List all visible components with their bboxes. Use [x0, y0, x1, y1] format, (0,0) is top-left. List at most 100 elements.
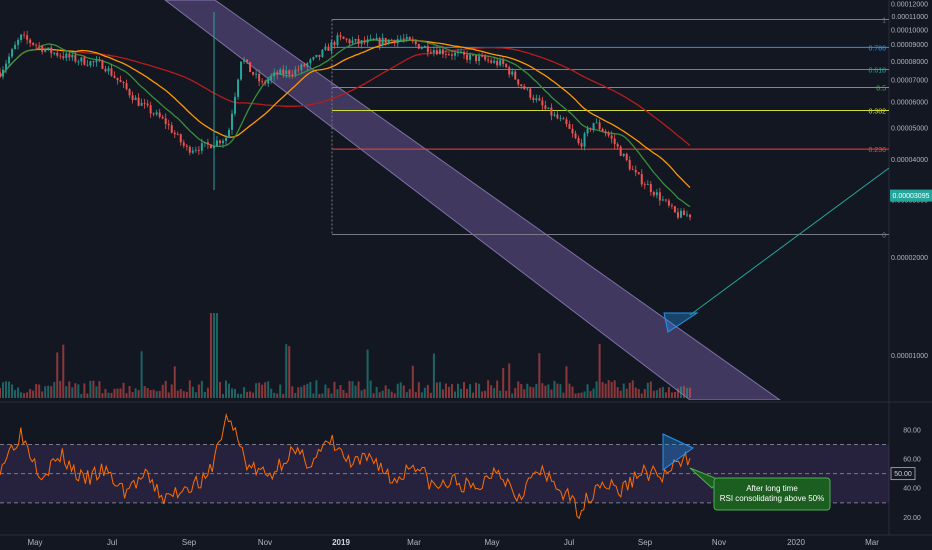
candle-body [547, 107, 550, 109]
volume-bar [562, 392, 565, 398]
volume-bar [469, 384, 472, 398]
candle-body [53, 52, 56, 54]
volume-bar [689, 387, 691, 398]
price-axis-tick: 0.00009000 [891, 42, 928, 49]
volume-bar [387, 389, 390, 398]
volume-bar [342, 389, 345, 398]
volume-bar [62, 344, 65, 398]
candle-body [288, 70, 291, 75]
candle-body [258, 73, 261, 82]
candle-body [685, 214, 688, 216]
candle-body [152, 113, 155, 115]
candle-body [568, 124, 571, 129]
candle-body [670, 205, 673, 207]
candle-body [56, 52, 59, 56]
volume-bar [399, 382, 402, 398]
volume-bar [146, 388, 149, 398]
candle-body [628, 160, 631, 170]
volume-bar [2, 382, 5, 398]
volume-bar [17, 387, 20, 398]
volume-bar [209, 313, 212, 398]
candle-body [592, 122, 595, 130]
candle-body [565, 119, 568, 125]
candle-body [140, 103, 143, 106]
volume-bar [164, 380, 167, 398]
volume-bar [529, 386, 532, 398]
candle-body [348, 39, 351, 44]
candle-body [86, 64, 89, 66]
volume-bar [279, 384, 282, 398]
volume-bar [137, 390, 140, 398]
price-axis-tick: 0.00004000 [891, 157, 928, 164]
annotation-line: RSI consolidating above 50% [720, 494, 825, 503]
candle-body [619, 146, 622, 156]
volume-bar [74, 383, 77, 398]
candle-body [23, 34, 26, 36]
candle-body [282, 69, 285, 75]
volume-bar [330, 393, 333, 398]
volume-bar [532, 387, 535, 398]
volume-bar [300, 386, 303, 398]
volume-bar [550, 389, 553, 398]
candle-body [529, 88, 532, 98]
volume-bar [396, 383, 399, 398]
candle-body [155, 112, 158, 115]
candle-body [583, 133, 586, 147]
volume-bar [622, 383, 625, 398]
volume-bar [610, 382, 613, 398]
candle-body [649, 184, 652, 193]
candle-body [224, 137, 227, 141]
volume-bar [324, 384, 327, 398]
candle-body [149, 105, 152, 114]
candle-body [607, 133, 610, 136]
rsi-pane[interactable] [0, 405, 889, 535]
price-axis-tick: 0.00011000 [892, 14, 929, 21]
volume-bar [77, 384, 80, 398]
candle-body [676, 212, 679, 218]
candle-body [182, 142, 185, 146]
volume-bar [502, 368, 505, 398]
candle-body [475, 55, 478, 62]
candle-body [586, 128, 589, 134]
volume-bar [243, 387, 246, 398]
volume-bar [586, 384, 589, 398]
volume-bar [255, 383, 258, 398]
candle-body [71, 54, 74, 58]
volume-bar [634, 387, 637, 398]
candle-body [194, 149, 197, 151]
volume-bar [240, 393, 243, 398]
volume-bar [167, 392, 170, 398]
volume-bar [487, 380, 490, 398]
volume-bar [466, 388, 469, 398]
volume-bar [366, 349, 369, 398]
volume-bar [53, 382, 56, 398]
volume-bar [568, 383, 571, 398]
volume-bar [98, 381, 101, 398]
candle-body [354, 38, 357, 41]
candle-body [589, 128, 592, 130]
volume-bar [628, 382, 631, 398]
candle-body [417, 43, 420, 49]
candle-body [508, 67, 511, 75]
volume-bar [490, 385, 493, 398]
volume-bar [649, 381, 652, 398]
candle-body [333, 42, 336, 46]
volume-bar [197, 384, 200, 398]
volume-bar [559, 384, 562, 398]
price-pane[interactable] [0, 0, 889, 400]
volume-bar [667, 387, 670, 398]
candle-body [502, 60, 505, 64]
candle-body [517, 79, 520, 85]
time-axis-label: May [27, 538, 42, 547]
candle-body [447, 54, 450, 56]
candle-body [240, 61, 243, 80]
candle-body [218, 140, 221, 144]
volume-bar [357, 381, 360, 398]
overlay-layer: After long time RSI consolidating above 5… [689, 467, 831, 511]
candle-body [303, 64, 306, 67]
candle-body [598, 122, 601, 129]
candle-body [336, 35, 339, 46]
volume-bar [95, 386, 98, 398]
volume-bar [267, 381, 270, 398]
